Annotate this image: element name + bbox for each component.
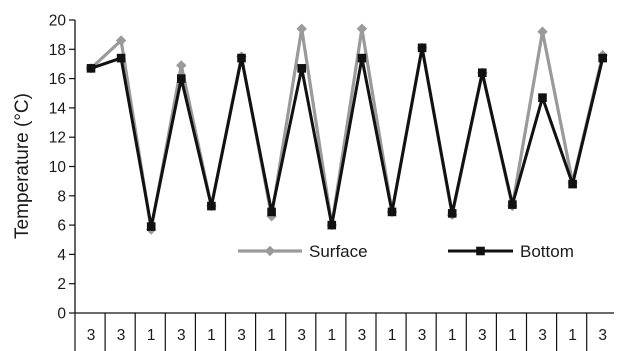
y-tick-label: 20 xyxy=(49,13,67,30)
data-point xyxy=(176,60,187,71)
x-tick-label: 3 xyxy=(117,327,126,344)
x-tick-label: 1 xyxy=(508,327,517,344)
data-point xyxy=(538,93,547,102)
data-point xyxy=(417,43,427,53)
y-tick-label: 0 xyxy=(57,306,66,323)
data-point xyxy=(177,74,186,83)
legend-label-surface: Surface xyxy=(309,242,368,261)
data-point xyxy=(387,207,397,217)
y-axis-title: Temperature (°C) xyxy=(12,93,33,239)
data-point xyxy=(447,209,457,218)
x-tick-label: 1 xyxy=(327,327,336,344)
data-point xyxy=(478,68,487,78)
y-tick-label: 4 xyxy=(57,247,66,264)
y-tick-label: 14 xyxy=(49,100,67,117)
data-point xyxy=(116,53,126,63)
x-tick-label: 3 xyxy=(177,327,186,344)
data-point xyxy=(237,53,246,63)
x-tick-label: 3 xyxy=(598,327,607,344)
data-point xyxy=(357,53,367,63)
x-tick-label: 1 xyxy=(147,327,156,344)
data-point xyxy=(568,179,577,189)
data-point xyxy=(598,53,607,63)
y-tick-label: 16 xyxy=(49,71,66,88)
legend: Surface Bottom xyxy=(238,242,574,261)
x-tick-label: 1 xyxy=(267,327,276,344)
x-tick-label: 1 xyxy=(568,327,577,344)
x-tick-label: 3 xyxy=(297,327,306,344)
x-tick-label: 3 xyxy=(538,327,547,344)
y-tick-label: 18 xyxy=(49,42,66,59)
x-tick-label: 3 xyxy=(358,327,367,344)
series-surface xyxy=(85,23,608,235)
data-point xyxy=(115,35,127,46)
data-point xyxy=(537,26,548,37)
data-point xyxy=(146,222,156,231)
axes xyxy=(74,20,614,314)
x-tick-label: 3 xyxy=(478,327,487,344)
legend-label-bottom: Bottom xyxy=(520,242,574,261)
data-point xyxy=(86,64,96,73)
data-point xyxy=(327,220,337,230)
data-point xyxy=(356,23,368,34)
data-point xyxy=(296,23,307,34)
legend-marker-surface xyxy=(264,245,276,257)
y-ticks: 0 2 4 6 8 10 12 14 16 18 20 xyxy=(49,13,75,323)
legend-marker-bottom xyxy=(476,246,485,256)
x-tick-label: 3 xyxy=(418,327,427,344)
x-tick-label: 3 xyxy=(237,327,246,344)
y-tick-label: 10 xyxy=(49,159,67,176)
data-point xyxy=(508,200,517,209)
y-tick-label: 8 xyxy=(57,188,66,205)
series-line xyxy=(89,27,605,232)
series-bottom xyxy=(86,43,607,231)
x-tick-label: 1 xyxy=(207,327,216,344)
y-tick-label: 12 xyxy=(49,130,66,147)
data-point xyxy=(207,201,216,211)
x-categories: 3 3 1 3 1 3 1 3 1 3 1 3 1 3 1 3 1 3 xyxy=(74,313,607,351)
y-tick-label: 2 xyxy=(57,276,66,293)
series-line xyxy=(90,46,605,229)
x-tick-label: 1 xyxy=(388,327,397,344)
series-layer xyxy=(85,23,608,235)
x-tick-label: 1 xyxy=(448,327,457,344)
data-point xyxy=(297,64,306,73)
y-tick-label: 6 xyxy=(57,218,66,235)
x-tick-label: 3 xyxy=(87,327,96,344)
data-point xyxy=(267,207,276,217)
